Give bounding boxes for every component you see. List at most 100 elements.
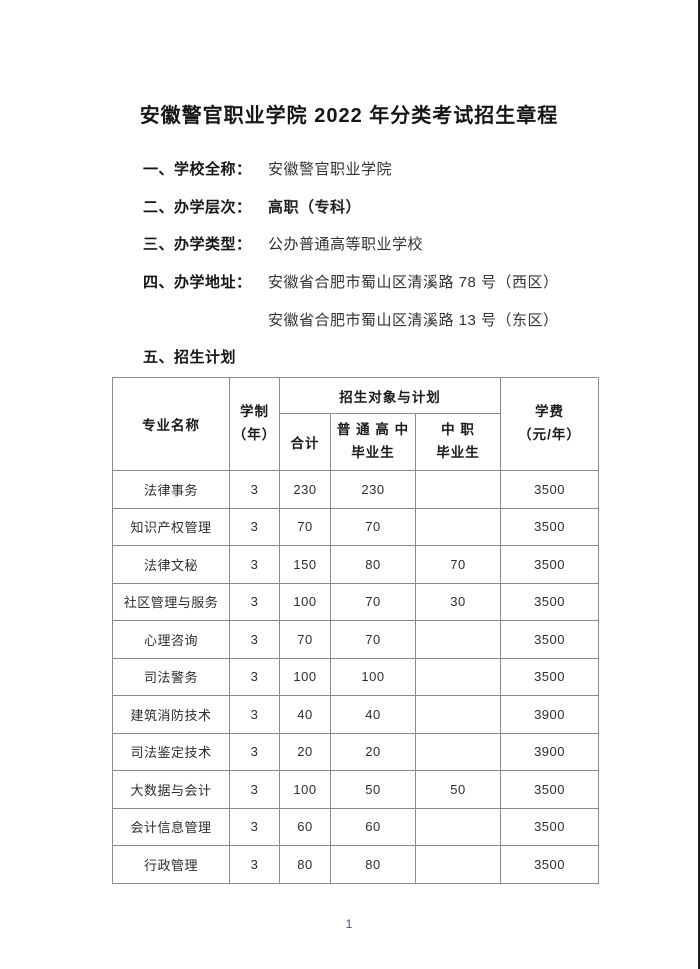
cell-years: 3 xyxy=(229,470,280,509)
cell-major: 会计信息管理 xyxy=(112,807,230,846)
cell-years: 3 xyxy=(229,545,280,584)
info-row-school-type: 三、办学类型： 公办普通高等职业学校 xyxy=(143,236,623,274)
cell-tuition: 3500 xyxy=(500,807,600,846)
cell-major: 司法警务 xyxy=(112,657,230,696)
cell-years: 3 xyxy=(229,695,280,734)
cell-total: 100 xyxy=(279,582,331,621)
cell-tuition: 3500 xyxy=(500,845,600,884)
cell-years: 3 xyxy=(229,845,280,884)
cell-tuition: 3500 xyxy=(500,657,600,696)
cell-regular: 60 xyxy=(330,807,416,846)
cell-major: 知识产权管理 xyxy=(112,507,230,546)
cell-years: 3 xyxy=(229,620,280,659)
cell-regular: 20 xyxy=(330,732,416,771)
header-vocational-line2: 毕业生 xyxy=(436,445,480,460)
cell-major: 心理咨询 xyxy=(112,620,230,659)
cell-tuition: 3900 xyxy=(500,695,600,734)
cell-tuition: 3500 xyxy=(500,770,600,809)
table-row: 行政管理 3 80 80 3500 xyxy=(112,845,600,884)
header-duration: 学制 （年） xyxy=(229,377,280,471)
header-regular-hs-line1: 普 通 高 中 xyxy=(336,422,410,438)
info-label: 三、办学类型： xyxy=(143,236,252,254)
table-row: 法律文秘 3 150 80 70 3500 xyxy=(112,545,600,584)
info-label: 一、学校全称： xyxy=(143,161,252,178)
cell-major: 法律文秘 xyxy=(112,545,230,584)
cell-regular: 100 xyxy=(330,657,416,696)
cell-vocational: 70 xyxy=(414,545,502,584)
enrollment-plan-table: 专业名称 学制 （年） 招生对象与计划 学费 （元/年） 合计 普 通 高 中 xyxy=(112,377,600,884)
cell-vocational xyxy=(414,620,502,659)
cell-regular: 80 xyxy=(330,845,416,884)
info-row-address-east: 安徽省合肥市蜀山区清溪路 13 号（东区） xyxy=(143,312,623,350)
info-value: 高职（专科） xyxy=(268,198,362,216)
cell-total: 100 xyxy=(279,770,331,809)
header-tuition: 学费 （元/年） xyxy=(500,377,600,471)
cell-major: 法律事务 xyxy=(112,470,230,509)
info-label: 四、办学地址： xyxy=(143,274,252,292)
cell-tuition: 3500 xyxy=(500,545,600,584)
table-row: 司法鉴定技术 3 20 20 3900 xyxy=(112,732,600,771)
page-title: 安徽警官职业学院 2022 年分类考试招生章程 xyxy=(139,105,559,128)
info-label: 五、招生计划 xyxy=(143,349,237,367)
info-row-school-name: 一、学校全称： 安徽警官职业学院 xyxy=(143,161,623,199)
info-value: 安徽省合肥市蜀山区清溪路 13 号（东区） xyxy=(268,311,559,329)
header-regular-hs: 普 通 高 中 毕业生 xyxy=(330,413,416,471)
page-number: 1 xyxy=(345,917,353,931)
cell-total: 230 xyxy=(279,470,331,509)
cell-tuition: 3500 xyxy=(500,582,600,621)
table-row: 建筑消防技术 3 40 40 3900 xyxy=(112,695,600,734)
cell-vocational xyxy=(414,845,502,884)
cell-total: 70 xyxy=(279,507,331,546)
cell-regular: 230 xyxy=(330,470,416,509)
info-row-education-level: 二、办学层次： 高职（专科） xyxy=(143,199,623,237)
info-label: 二、办学层次： xyxy=(143,198,252,216)
cell-tuition: 3500 xyxy=(500,470,600,509)
cell-vocational xyxy=(414,732,502,771)
header-vocational-line1: 中 职 xyxy=(441,422,475,438)
info-list: 一、学校全称： 安徽警官职业学院 二、办学层次： 高职（专科） 三、办学类型： … xyxy=(143,161,623,387)
cell-vocational xyxy=(414,807,502,846)
cell-years: 3 xyxy=(229,507,280,546)
table-row: 法律事务 3 230 230 3500 xyxy=(112,470,600,509)
cell-major: 建筑消防技术 xyxy=(112,695,230,734)
cell-total: 80 xyxy=(279,845,331,884)
cell-regular: 70 xyxy=(330,620,416,659)
cell-vocational: 30 xyxy=(414,582,502,621)
cell-years: 3 xyxy=(229,807,280,846)
cell-major: 社区管理与服务 xyxy=(112,582,230,621)
cell-vocational xyxy=(414,507,502,546)
header-duration-line1: 学制 xyxy=(240,404,269,420)
enrollment-plan-table-container: 专业名称 学制 （年） 招生对象与计划 学费 （元/年） 合计 普 通 高 中 xyxy=(112,377,600,884)
cell-tuition: 3500 xyxy=(500,620,600,659)
cell-vocational: 50 xyxy=(414,770,502,809)
cell-vocational xyxy=(414,470,502,509)
header-total: 合计 xyxy=(279,413,331,471)
cell-years: 3 xyxy=(229,657,280,696)
cell-total: 60 xyxy=(279,807,331,846)
cell-total: 20 xyxy=(279,732,331,771)
cell-years: 3 xyxy=(229,732,280,771)
info-value: 安徽警官职业学院 xyxy=(268,161,393,178)
cell-years: 3 xyxy=(229,770,280,809)
cell-regular: 70 xyxy=(330,582,416,621)
cell-regular: 40 xyxy=(330,695,416,734)
cell-total: 40 xyxy=(279,695,331,734)
table-row: 心理咨询 3 70 70 3500 xyxy=(112,620,600,659)
cell-total: 150 xyxy=(279,545,331,584)
cell-vocational xyxy=(414,657,502,696)
header-tuition-line2: （元/年） xyxy=(518,427,581,442)
header-enrollment-group: 招生对象与计划 xyxy=(278,377,502,414)
table-row: 会计信息管理 3 60 60 3500 xyxy=(112,807,600,846)
header-regular-hs-line2: 毕业生 xyxy=(351,445,395,460)
header-vocational: 中 职 毕业生 xyxy=(414,413,502,471)
table-row: 社区管理与服务 3 100 70 30 3500 xyxy=(112,582,600,621)
cell-tuition: 3500 xyxy=(500,507,600,546)
cell-total: 100 xyxy=(279,657,331,696)
window-right-border xyxy=(698,0,700,969)
header-duration-line2: （年） xyxy=(232,427,277,442)
cell-regular: 80 xyxy=(330,545,416,584)
header-major: 专业名称 xyxy=(112,377,230,471)
header-tuition-line1: 学费 xyxy=(535,404,565,420)
info-value: 公办普通高等职业学校 xyxy=(268,236,424,254)
cell-major: 司法鉴定技术 xyxy=(112,732,230,771)
